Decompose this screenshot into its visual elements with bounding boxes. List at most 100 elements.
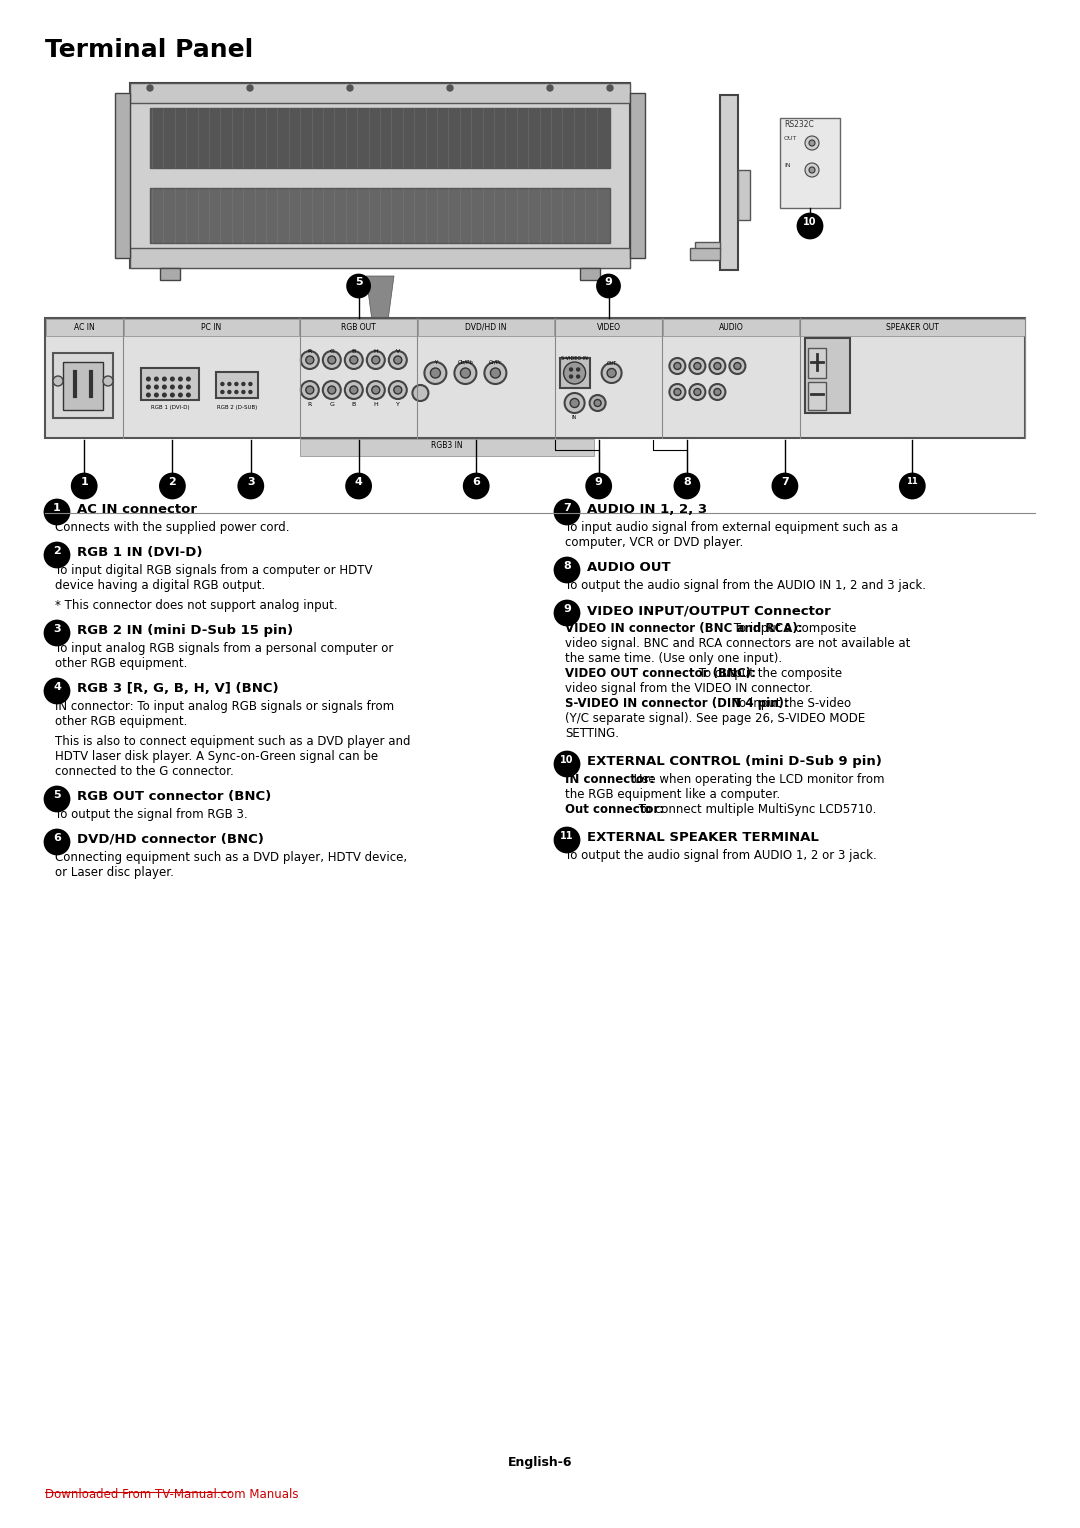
Circle shape xyxy=(221,391,224,394)
Bar xyxy=(141,368,200,400)
Circle shape xyxy=(773,474,797,498)
Text: IN connector: To input analog RGB signals or signals from: IN connector: To input analog RGB signal… xyxy=(55,700,394,714)
Text: S-VIDEO IN connector (DIN 4 pin):: S-VIDEO IN connector (DIN 4 pin): xyxy=(565,697,788,711)
Text: To output the signal from RGB 3.: To output the signal from RGB 3. xyxy=(55,808,247,821)
Circle shape xyxy=(45,830,69,854)
Text: Terminal Panel: Terminal Panel xyxy=(45,38,253,63)
Circle shape xyxy=(809,167,815,173)
Circle shape xyxy=(328,387,336,394)
Text: B: B xyxy=(352,348,356,354)
Circle shape xyxy=(447,86,453,92)
Bar xyxy=(780,118,840,208)
Text: To input digital RGB signals from a computer or HDTV: To input digital RGB signals from a comp… xyxy=(55,564,373,578)
Circle shape xyxy=(577,368,580,371)
Circle shape xyxy=(555,500,579,524)
Bar xyxy=(150,188,610,243)
Circle shape xyxy=(345,380,363,399)
Circle shape xyxy=(670,384,686,400)
Circle shape xyxy=(147,86,153,92)
Text: 4: 4 xyxy=(354,477,363,487)
Bar xyxy=(300,319,417,336)
Text: 10: 10 xyxy=(804,217,816,228)
Circle shape xyxy=(674,362,680,370)
Circle shape xyxy=(367,351,384,368)
Text: R: R xyxy=(308,402,312,406)
Text: VIDEO IN connector (BNC and RCA):: VIDEO IN connector (BNC and RCA): xyxy=(565,622,802,636)
Circle shape xyxy=(555,752,579,776)
Circle shape xyxy=(345,351,363,368)
Circle shape xyxy=(221,382,224,385)
Circle shape xyxy=(460,368,471,377)
Circle shape xyxy=(565,393,584,413)
Bar xyxy=(130,83,630,267)
Text: AC IN connector: AC IN connector xyxy=(77,503,197,516)
Text: RGB OUT: RGB OUT xyxy=(341,322,376,332)
Circle shape xyxy=(154,377,158,380)
Text: To input analog RGB signals from a personal computer or: To input analog RGB signals from a perso… xyxy=(55,642,393,656)
Bar xyxy=(130,83,630,102)
Text: RS232C: RS232C xyxy=(784,121,813,128)
Circle shape xyxy=(163,377,166,380)
Circle shape xyxy=(729,358,745,374)
Circle shape xyxy=(248,382,252,385)
Circle shape xyxy=(154,393,158,397)
Bar xyxy=(160,267,180,280)
Circle shape xyxy=(594,399,602,406)
Bar xyxy=(720,95,738,270)
Text: 9: 9 xyxy=(605,277,612,287)
Circle shape xyxy=(228,391,231,394)
Circle shape xyxy=(248,391,252,394)
Text: VIDEO: VIDEO xyxy=(596,322,621,332)
Text: 5: 5 xyxy=(355,277,363,287)
Text: B: B xyxy=(352,402,356,406)
Circle shape xyxy=(693,362,701,370)
Circle shape xyxy=(242,382,245,385)
Circle shape xyxy=(431,368,441,377)
Text: Connecting equipment such as a DVD player, HDTV device,: Connecting equipment such as a DVD playe… xyxy=(55,851,407,863)
Circle shape xyxy=(372,387,380,394)
Circle shape xyxy=(163,393,166,397)
Circle shape xyxy=(389,380,407,399)
Text: PC IN: PC IN xyxy=(202,322,221,332)
Text: To connect multiple MultiSync LCD5710.: To connect multiple MultiSync LCD5710. xyxy=(635,804,876,816)
Text: other RGB equipment.: other RGB equipment. xyxy=(55,715,187,727)
Bar xyxy=(114,93,130,258)
Circle shape xyxy=(347,86,353,92)
Circle shape xyxy=(675,474,699,498)
Circle shape xyxy=(323,351,341,368)
Circle shape xyxy=(53,376,63,387)
Bar xyxy=(53,353,113,419)
Circle shape xyxy=(809,141,815,147)
Circle shape xyxy=(485,362,507,384)
Circle shape xyxy=(72,474,96,498)
Text: device having a digital RGB output.: device having a digital RGB output. xyxy=(55,579,266,591)
Circle shape xyxy=(413,385,429,400)
Bar xyxy=(805,338,850,413)
Circle shape xyxy=(590,396,606,411)
Circle shape xyxy=(45,500,69,524)
Text: Use when operating the LCD monitor from: Use when operating the LCD monitor from xyxy=(630,773,885,785)
Circle shape xyxy=(247,86,253,92)
Text: VIDEO INPUT/OUTPUT Connector: VIDEO INPUT/OUTPUT Connector xyxy=(588,604,831,617)
Circle shape xyxy=(805,163,819,177)
Bar xyxy=(45,319,123,336)
Circle shape xyxy=(242,391,245,394)
Circle shape xyxy=(597,275,620,296)
Text: 8: 8 xyxy=(563,561,571,571)
Text: EXTERNAL CONTROL (mini D-Sub 9 pin): EXTERNAL CONTROL (mini D-Sub 9 pin) xyxy=(588,755,882,769)
Text: Cb/Pb: Cb/Pb xyxy=(458,361,473,365)
Circle shape xyxy=(674,388,680,396)
Text: 3: 3 xyxy=(247,477,255,487)
Text: * This connector does not support analog input.: * This connector does not support analog… xyxy=(55,599,338,613)
Circle shape xyxy=(45,787,69,811)
Circle shape xyxy=(570,399,579,408)
Text: Y: Y xyxy=(434,361,437,365)
Text: AUDIO IN 1, 2, 3: AUDIO IN 1, 2, 3 xyxy=(588,503,707,516)
Circle shape xyxy=(586,474,610,498)
Text: G: G xyxy=(329,402,334,406)
Text: 5: 5 xyxy=(53,790,60,801)
Text: RGB 2 IN (mini D-Sub 15 pin): RGB 2 IN (mini D-Sub 15 pin) xyxy=(77,623,293,637)
Circle shape xyxy=(714,362,721,370)
Bar xyxy=(690,248,720,260)
Circle shape xyxy=(569,368,572,371)
